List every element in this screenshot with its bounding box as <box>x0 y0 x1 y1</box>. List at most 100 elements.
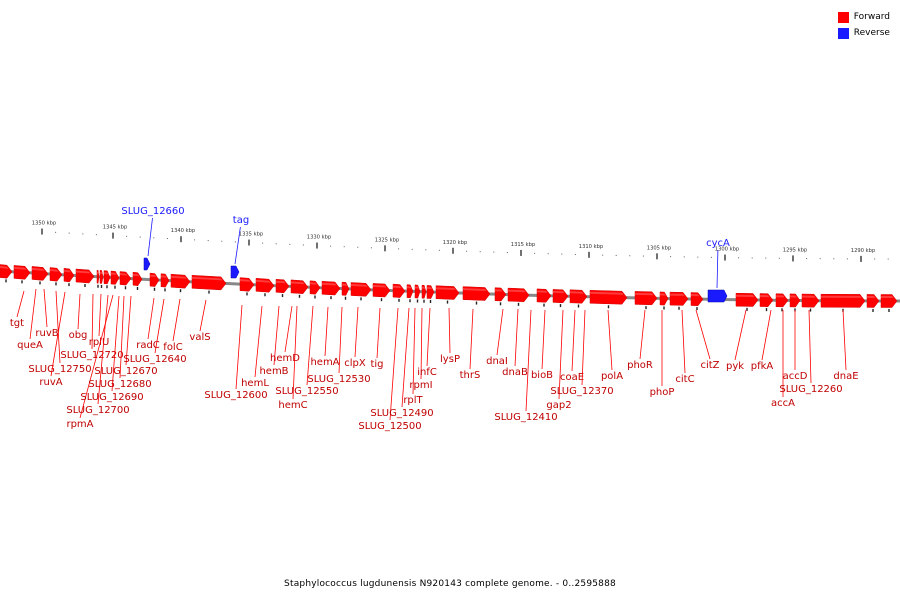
feature-tick <box>663 306 665 310</box>
label-connector <box>469 308 474 370</box>
scale-minor-tick <box>642 255 644 257</box>
forward-gene-label: SLUG_12490 <box>370 408 433 419</box>
feature-tick <box>124 286 127 290</box>
scale-label: 1335 kbp <box>239 232 264 238</box>
feature-tick <box>114 285 116 289</box>
scale-minor-tick <box>806 258 808 260</box>
scale-minor-tick <box>289 243 291 245</box>
scale-minor-tick <box>302 244 304 246</box>
forward-gene-label: rplT <box>403 395 423 406</box>
feature-tick <box>794 308 796 312</box>
scale-label: 1290 kbp <box>851 248 876 254</box>
label-connector <box>354 306 359 358</box>
feature-tick <box>100 284 103 288</box>
feature-tick <box>423 299 425 303</box>
scale-label: 1350 kbp <box>32 221 57 227</box>
forward-gene-label: rpmA <box>66 419 93 430</box>
feature-tick <box>153 287 156 291</box>
forward-gene-label: polA <box>601 371 623 382</box>
feature-tick <box>517 302 520 306</box>
label-connector <box>761 309 772 361</box>
scale-minor-tick <box>683 256 685 258</box>
feature-tick <box>678 306 680 310</box>
scale-minor-tick <box>506 252 508 254</box>
scale-label: 1325 kbp <box>375 237 400 243</box>
scale-minor-tick <box>479 251 481 253</box>
forward-gene-label: dnaI <box>486 356 508 367</box>
feature-tick <box>330 296 332 300</box>
scale-minor-tick <box>833 258 835 260</box>
forward-gene-highlight <box>373 284 387 288</box>
forward-gene-highlight <box>104 272 109 275</box>
scale-label: 1305 kbp <box>647 245 672 251</box>
feature-tick <box>696 307 698 311</box>
forward-gene-label: obg <box>69 330 88 341</box>
feature-tick <box>39 281 41 285</box>
forward-gene-highlight <box>97 271 100 274</box>
label-connector <box>254 305 263 378</box>
forward-gene-label: citC <box>675 374 694 385</box>
forward-gene-label: hemA <box>310 357 339 368</box>
scale-minor-tick <box>343 246 345 248</box>
feature-tick <box>380 298 383 302</box>
feature-tick <box>888 308 890 312</box>
label-connector <box>734 309 747 361</box>
legend-label-forward: Forward <box>853 12 890 22</box>
scale-minor-tick <box>411 248 413 250</box>
scale-minor-tick <box>82 233 84 235</box>
scale-label: 1340 kbp <box>171 228 196 234</box>
feature-tick <box>164 288 166 292</box>
label-connector <box>558 309 564 400</box>
scale-minor-tick <box>425 249 427 251</box>
forward-gene-highlight <box>790 295 797 298</box>
forward-swatch <box>837 11 849 23</box>
label-connector <box>571 309 576 372</box>
scale-minor-tick <box>751 257 753 259</box>
forward-gene-highlight <box>691 294 700 297</box>
forward-gene-highlight <box>495 289 503 292</box>
label-connector <box>147 217 153 257</box>
label-connector <box>292 305 298 400</box>
forward-gene-label: SLUG_12720 <box>60 350 123 361</box>
feature-tick <box>607 305 610 309</box>
label-connector <box>412 307 416 395</box>
feature-tick <box>281 294 284 298</box>
scale-minor-tick <box>629 255 631 257</box>
forward-gene-label: hemD <box>270 353 300 364</box>
label-connector <box>324 306 329 357</box>
feature-tick <box>409 299 411 303</box>
forward-gene-highlight <box>393 285 402 289</box>
scale-label: 1315 kbp <box>511 242 536 248</box>
forward-gene-label: dnaB <box>502 367 528 378</box>
label-connector <box>842 309 847 371</box>
scale-minor-tick <box>710 256 712 258</box>
feature-tick <box>246 292 248 296</box>
feature-tick <box>360 297 362 301</box>
forward-gene-label: accA <box>771 398 795 409</box>
reverse-gene-arrow <box>707 289 728 303</box>
reverse-gene-arrow <box>230 265 240 279</box>
forward-gene-label: hemL <box>241 378 269 389</box>
feature-tick <box>398 298 400 302</box>
label-connector <box>306 305 314 386</box>
forward-gene-highlight <box>881 296 894 298</box>
label-connector <box>97 294 109 405</box>
label-connector <box>273 305 280 366</box>
forward-gene-label: citZ <box>700 360 719 371</box>
forward-gene-label: SLUG_12700 <box>66 405 129 416</box>
feature-tick <box>765 308 768 312</box>
feature-tick <box>499 302 502 306</box>
forward-gene-highlight <box>76 270 91 274</box>
label-connector <box>235 304 243 390</box>
forward-gene-label: hemB <box>259 366 288 377</box>
scale-minor-tick <box>493 251 495 253</box>
forward-gene-label: queA <box>17 340 43 351</box>
scale-minor-tick <box>561 253 563 255</box>
feature-tick <box>21 280 23 284</box>
feature-tick <box>344 296 347 300</box>
feature-tick <box>314 295 316 299</box>
forward-gene-label: SLUG_12680 <box>88 379 151 390</box>
forward-gene-label: coaE <box>560 372 584 383</box>
scale-minor-tick <box>153 237 155 239</box>
